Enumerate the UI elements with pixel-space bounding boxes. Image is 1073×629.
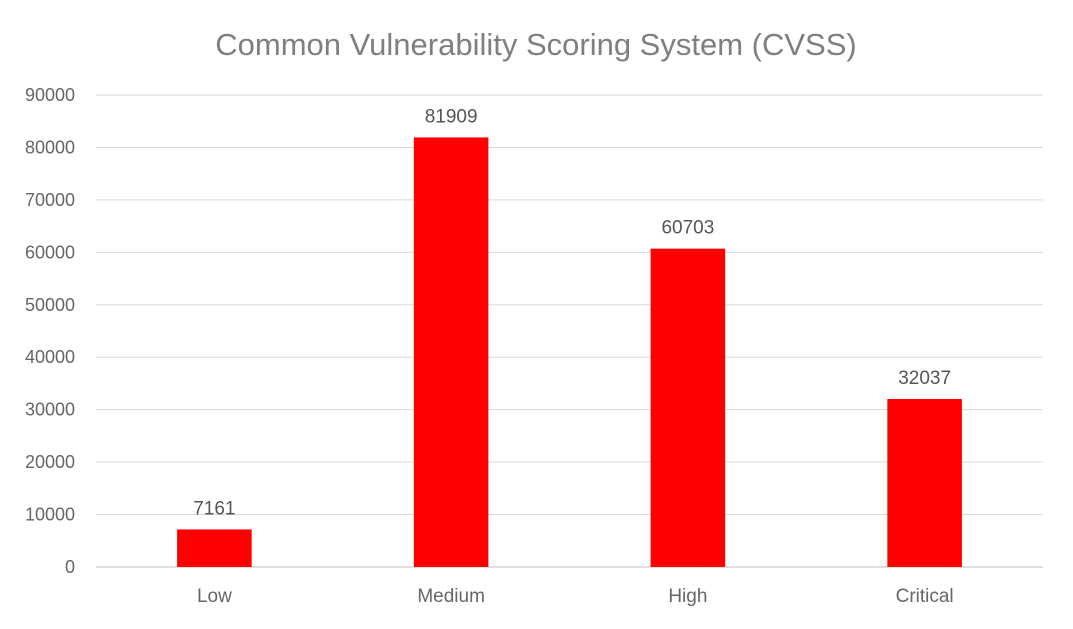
bar-high xyxy=(650,248,726,567)
y-tick-label: 20000 xyxy=(25,452,75,472)
category-label-high: High xyxy=(668,586,707,607)
y-tick-label: 40000 xyxy=(25,347,75,367)
data-labels: 7161 81909 60703 32037 xyxy=(193,106,951,519)
y-tick-label: 30000 xyxy=(25,400,75,420)
data-label-critical: 32037 xyxy=(898,368,951,389)
chart-title: Common Vulnerability Scoring System (CVS… xyxy=(215,27,856,62)
x-axis-categories: Low Medium High Critical xyxy=(197,586,954,607)
data-label-medium: 81909 xyxy=(425,106,478,127)
bar-critical xyxy=(887,398,962,567)
y-tick-label: 60000 xyxy=(25,242,75,262)
bar-low xyxy=(177,529,252,567)
y-axis-ticks: 0 10000 20000 30000 40000 50000 60000 70000 8000… xyxy=(25,85,75,577)
y-tick-label: 10000 xyxy=(25,505,75,525)
bars xyxy=(177,137,962,567)
category-label-medium: Medium xyxy=(417,586,485,607)
bar-medium xyxy=(413,137,489,567)
y-tick-label: 80000 xyxy=(25,137,75,157)
category-label-low: Low xyxy=(197,586,232,607)
data-label-low: 7161 xyxy=(193,498,235,519)
y-tick-label: 50000 xyxy=(25,295,75,315)
y-tick-label: 70000 xyxy=(25,190,75,210)
data-label-high: 60703 xyxy=(661,218,714,239)
category-label-critical: Critical xyxy=(896,586,954,607)
y-tick-label: 0 xyxy=(65,557,75,577)
y-tick-label: 90000 xyxy=(25,85,75,105)
gridlines xyxy=(96,94,1043,568)
